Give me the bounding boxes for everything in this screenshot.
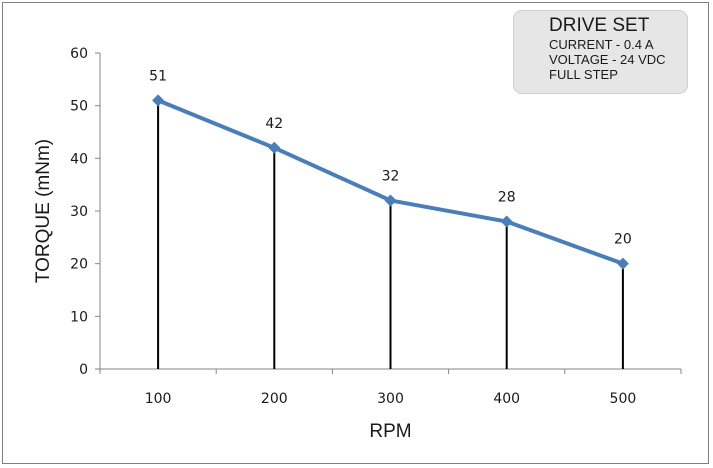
data-point-marker bbox=[616, 257, 629, 270]
x-tick-label: 100 bbox=[145, 391, 172, 407]
data-label: 20 bbox=[614, 232, 632, 248]
drop-lines bbox=[157, 100, 624, 369]
data-label: 42 bbox=[265, 116, 283, 132]
drive-set-voltage: VOLTAGE - 24 VDC bbox=[549, 52, 666, 67]
y-tick-label: 50 bbox=[70, 99, 88, 115]
data-label: 28 bbox=[498, 190, 516, 206]
drive-set-step-mode: FULL STEP bbox=[549, 67, 618, 82]
data-point-marker bbox=[500, 215, 513, 228]
x-axis-title: RPM bbox=[369, 421, 411, 442]
data-point-marker bbox=[152, 94, 165, 107]
data-point-marker bbox=[384, 194, 397, 207]
drive-set-current: CURRENT - 0.4 A bbox=[549, 37, 654, 52]
y-tick-label: 30 bbox=[70, 204, 88, 220]
axes: 0 10 20 30 40 50 60 100 200 300 400 500 bbox=[70, 46, 682, 407]
y-tick-label: 20 bbox=[70, 257, 88, 273]
data-label: 51 bbox=[149, 68, 167, 84]
data-point-marker bbox=[268, 141, 281, 154]
y-axis-title: TORQUE (mNm) bbox=[33, 139, 54, 283]
x-tick-label: 300 bbox=[377, 391, 404, 407]
y-tick-label: 60 bbox=[70, 46, 88, 62]
data-label: 32 bbox=[382, 168, 400, 184]
drive-set-box: DRIVE SET CURRENT - 0.4 A VOLTAGE - 24 V… bbox=[513, 10, 688, 94]
x-tick-label: 400 bbox=[493, 391, 520, 407]
torque-series bbox=[152, 94, 629, 270]
x-tick-label: 200 bbox=[261, 391, 288, 407]
y-tick-label: 40 bbox=[70, 151, 88, 167]
x-tick-label: 500 bbox=[610, 391, 637, 407]
data-labels: 51 42 32 28 20 bbox=[149, 68, 632, 247]
y-tick-label: 0 bbox=[79, 362, 88, 378]
drive-set-title: DRIVE SET bbox=[549, 15, 650, 36]
y-tick-label: 10 bbox=[70, 309, 88, 325]
